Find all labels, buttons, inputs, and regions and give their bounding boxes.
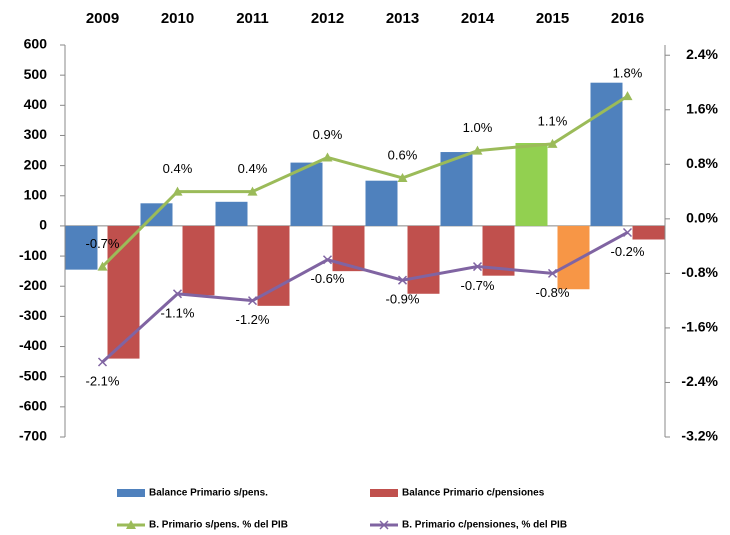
y2-tick-label: 0.0% <box>686 210 718 226</box>
y-tick-label: 0 <box>39 217 47 233</box>
data-label: 0.4% <box>163 161 193 176</box>
marker <box>322 255 333 265</box>
legend-label: Balance Primario c/pensiones <box>402 488 545 499</box>
bar <box>515 143 548 226</box>
legend-marker <box>379 520 389 530</box>
data-label: 0.6% <box>388 147 418 162</box>
legend-label: Balance Primario s/pens. <box>149 488 268 499</box>
legend-swatch <box>117 489 145 497</box>
y-tick-label: -500 <box>19 367 47 383</box>
marker <box>322 152 333 162</box>
marker <box>622 227 633 238</box>
y2-tick-label: -0.8% <box>681 264 718 280</box>
data-label: 1.8% <box>613 66 643 81</box>
marker <box>247 296 258 306</box>
legend-swatch <box>370 489 398 497</box>
marker <box>97 261 108 271</box>
y-tick-label: 100 <box>24 186 48 202</box>
y-tick-label: 300 <box>24 126 48 142</box>
marker <box>172 289 183 299</box>
y-tick-label: 200 <box>24 156 48 172</box>
bar <box>590 82 623 226</box>
x-tick-label: 2011 <box>236 10 269 27</box>
x-tick-label: 2010 <box>161 10 194 27</box>
y-tick-label: 600 <box>24 36 48 52</box>
data-label: -0.2% <box>611 244 645 259</box>
y2-tick-label: -2.4% <box>681 373 718 389</box>
data-label: 1.1% <box>538 113 568 128</box>
data-label: -1.1% <box>161 305 195 320</box>
y-tick-label: -400 <box>19 337 47 353</box>
y2-tick-label: 2.4% <box>686 46 718 62</box>
marker <box>547 138 558 148</box>
bar <box>632 225 665 240</box>
legend-marker <box>126 520 136 529</box>
bar <box>365 180 398 226</box>
marker <box>472 262 483 272</box>
bar <box>65 225 98 270</box>
y2-tick-label: -3.2% <box>681 428 718 444</box>
marker <box>172 186 183 196</box>
marker <box>247 186 258 196</box>
legend-label: B. Primario s/pens. % del PIB <box>149 520 288 531</box>
data-label: 0.9% <box>313 127 343 142</box>
data-label: -0.7% <box>86 236 120 251</box>
line <box>101 94 629 268</box>
y2-tick-label: 1.6% <box>686 100 718 116</box>
data-label: -2.1% <box>86 373 120 388</box>
data-label: 0.4% <box>238 161 268 176</box>
marker <box>397 275 408 285</box>
data-label: 1.0% <box>463 120 493 135</box>
y-tick-label: -300 <box>19 307 47 323</box>
x-tick-label: 2009 <box>86 10 119 27</box>
y-tick-label: -700 <box>19 428 47 444</box>
legend-label: B. Primario c/pensiones, % del PIB <box>402 520 567 531</box>
marker <box>472 145 483 155</box>
line <box>101 231 629 364</box>
y2-tick-label: 0.8% <box>686 155 718 171</box>
y2-tick-label: -1.6% <box>681 319 718 335</box>
bar <box>182 225 215 296</box>
data-label: -0.8% <box>536 285 570 300</box>
data-label: -0.7% <box>461 278 495 293</box>
marker <box>397 172 408 182</box>
x-tick-label: 2013 <box>386 10 419 27</box>
y-tick-label: 400 <box>24 96 48 112</box>
x-tick-label: 2015 <box>536 10 569 27</box>
data-label: -0.9% <box>386 292 420 307</box>
x-tick-label: 2016 <box>611 10 644 27</box>
bar <box>440 152 473 226</box>
bar <box>107 225 140 359</box>
bar <box>557 225 590 290</box>
data-label: -1.2% <box>236 312 270 327</box>
x-tick-label: 2014 <box>461 10 495 27</box>
marker <box>622 91 633 101</box>
y-tick-label: 500 <box>24 66 48 82</box>
bar <box>257 225 290 306</box>
bar <box>215 201 248 226</box>
x-tick-label: 2012 <box>311 10 344 27</box>
marker <box>547 268 558 278</box>
bar <box>407 225 440 294</box>
y-tick-label: -600 <box>19 398 47 414</box>
y-tick-label: -100 <box>19 247 47 263</box>
marker <box>97 357 108 367</box>
y-tick-label: -200 <box>19 277 47 293</box>
data-label: -0.6% <box>311 271 345 286</box>
